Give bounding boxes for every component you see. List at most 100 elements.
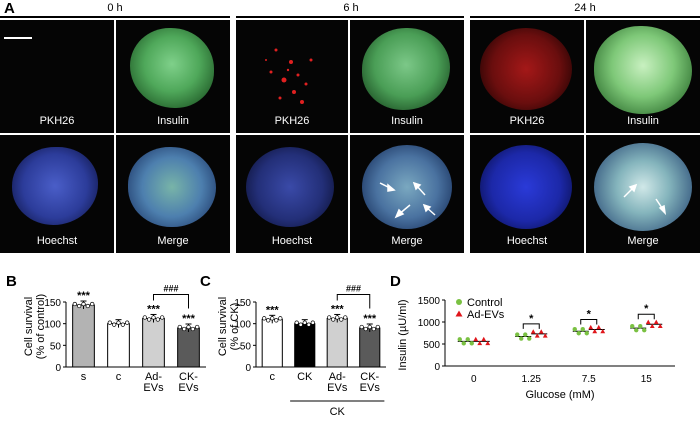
data-point xyxy=(473,336,479,342)
data-point xyxy=(649,323,655,328)
significance-label: *** xyxy=(182,313,196,325)
data-point xyxy=(142,315,147,320)
data-point xyxy=(645,319,651,324)
data-point xyxy=(657,323,663,328)
significance-label: * xyxy=(529,313,534,325)
data-point xyxy=(278,316,283,321)
channel-label: Hoechst xyxy=(36,235,78,247)
x-tick-label: 1.25 xyxy=(522,374,542,385)
y-tick-label: 1500 xyxy=(418,296,441,307)
data-point xyxy=(642,327,647,333)
y-tick-label: 500 xyxy=(423,340,440,351)
y-tick-label: 150 xyxy=(44,298,61,309)
category-label: s xyxy=(81,371,87,383)
data-point xyxy=(177,324,182,330)
category-label: Ad-EVs xyxy=(143,371,164,394)
panel-d-label: D xyxy=(390,273,401,290)
timepoint-24h: 24 h xyxy=(574,2,596,14)
data-point xyxy=(186,324,191,330)
channel-label: Merge xyxy=(391,235,423,247)
data-point xyxy=(375,324,380,330)
category-label: CK xyxy=(297,371,313,383)
bracket-label: ### xyxy=(346,283,361,293)
data-point xyxy=(298,322,303,327)
channel-label: PKH26 xyxy=(39,115,75,127)
islet-merge xyxy=(128,147,216,227)
micrograph-24h-hoechst: Hoechst xyxy=(470,135,584,253)
panel-b-label: B xyxy=(6,273,17,290)
arrow-icons xyxy=(379,181,436,219)
category-label: CK-EVs xyxy=(178,371,199,394)
data-point xyxy=(120,322,125,327)
micrograph-6h-merge: Merge xyxy=(350,135,464,253)
data-point xyxy=(116,320,121,325)
channel-label: Hoechst xyxy=(271,235,313,247)
data-point xyxy=(72,301,77,307)
micrograph-24h-pkh26: PKH26 xyxy=(470,20,584,133)
data-point xyxy=(270,316,275,321)
significance-label: *** xyxy=(147,303,161,315)
data-point xyxy=(477,340,483,346)
data-point xyxy=(359,324,364,330)
bar xyxy=(359,327,381,368)
timepoint-divider xyxy=(236,16,464,18)
data-point xyxy=(190,326,195,332)
arrow-icons xyxy=(623,183,667,216)
data-point xyxy=(588,324,594,330)
data-point xyxy=(461,341,466,346)
legend-label: Ad-EVs xyxy=(467,309,505,321)
data-point xyxy=(155,317,160,322)
data-point xyxy=(576,331,581,336)
micrograph-0h-hoechst: Hoechst xyxy=(0,135,114,253)
data-point xyxy=(335,315,340,320)
legend-marker xyxy=(456,299,462,305)
data-point xyxy=(523,332,528,337)
data-point xyxy=(653,319,659,324)
pkh26-puncta xyxy=(265,48,313,104)
y-axis-label: Cell survival(% of control) xyxy=(23,294,47,359)
micrograph-6h-pkh26: PKH26 xyxy=(236,20,348,133)
data-point xyxy=(294,320,299,325)
channel-label: Insulin xyxy=(627,115,659,127)
data-point xyxy=(630,323,635,329)
bar xyxy=(326,317,348,368)
chart-panel-d: 0 500 1000 1500 Insulin (µU/ml) Glucose (mM) 0… xyxy=(397,296,675,401)
category-label: c xyxy=(270,371,276,383)
y-tick-label: 50 xyxy=(240,341,252,352)
data-point xyxy=(195,324,200,330)
category-label: Ad-EVs xyxy=(327,371,348,394)
y-tick-label: 150 xyxy=(234,298,251,309)
data-point xyxy=(363,326,368,332)
data-point xyxy=(538,329,544,334)
timepoint-6h: 6 h xyxy=(343,2,359,14)
data-point xyxy=(465,337,470,342)
micrograph-24h-merge: Merge xyxy=(586,135,700,253)
islet-nuclei xyxy=(480,145,572,229)
x-axis-label: Glucose (mM) xyxy=(525,389,594,401)
data-point xyxy=(527,336,532,341)
data-point xyxy=(634,327,639,333)
data-point xyxy=(596,324,602,330)
comparison-bracket xyxy=(637,313,655,320)
y-axis-label: Cell survival(% of CK) xyxy=(217,297,241,356)
y-tick-label: 100 xyxy=(44,320,61,331)
y-tick-label: 50 xyxy=(50,341,62,352)
significance-label: *** xyxy=(331,303,345,315)
data-point xyxy=(519,336,524,341)
data-point xyxy=(469,341,474,346)
islet-nuclei xyxy=(12,147,98,225)
islet-insulin xyxy=(130,28,214,108)
group-label: CK xyxy=(330,406,346,418)
channel-label: Hoechst xyxy=(506,235,548,247)
islet-merge xyxy=(594,143,692,231)
y-tick-label: 100 xyxy=(234,320,251,331)
data-point xyxy=(592,328,598,334)
data-point xyxy=(306,322,311,327)
data-point xyxy=(310,320,315,325)
scale-bar xyxy=(4,37,32,39)
data-point xyxy=(339,317,344,322)
data-point xyxy=(147,317,152,322)
islet-nuclei xyxy=(246,147,334,227)
channel-label: PKH26 xyxy=(509,115,545,127)
